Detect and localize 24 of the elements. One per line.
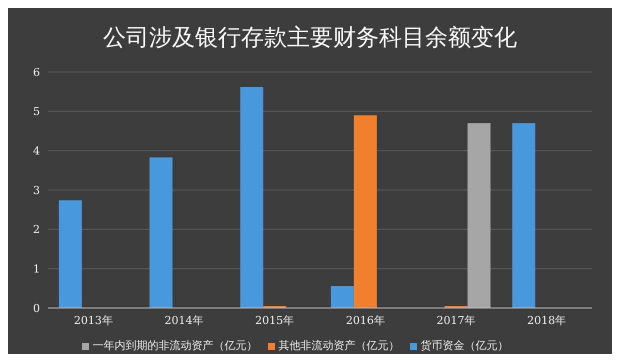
bar: [150, 157, 173, 308]
x-tick-label: 2014年: [164, 314, 204, 327]
bar: [512, 123, 536, 308]
bar: [240, 86, 264, 308]
y-tick-label: 0: [33, 302, 40, 315]
legend-label: 一年内到期的非流动资产（亿元）: [92, 339, 258, 352]
bar: [330, 286, 354, 308]
bar: [354, 115, 377, 308]
y-tick-label: 3: [33, 184, 40, 197]
x-tick-label: 2018年: [527, 314, 566, 327]
y-tick-label: 2: [33, 223, 40, 236]
y-tick-label: 4: [33, 144, 40, 158]
chart-title: 公司涉及银行存款主要财务科目余额变化: [102, 24, 518, 53]
legend-label: 货币资金（亿元）: [420, 339, 508, 352]
legend-label: 其他非流动资产（亿元）: [278, 339, 400, 352]
y-tick-label: 1: [33, 262, 40, 276]
x-tick-label: 2015年: [255, 314, 294, 327]
bar: [468, 123, 491, 308]
bar: [58, 200, 82, 308]
x-tick-label: 2017年: [436, 314, 476, 327]
y-tick-label: 6: [33, 66, 40, 79]
x-tick-label: 2016年: [346, 314, 385, 327]
x-tick-label: 2013年: [74, 314, 113, 327]
y-tick-label: 5: [33, 105, 40, 118]
